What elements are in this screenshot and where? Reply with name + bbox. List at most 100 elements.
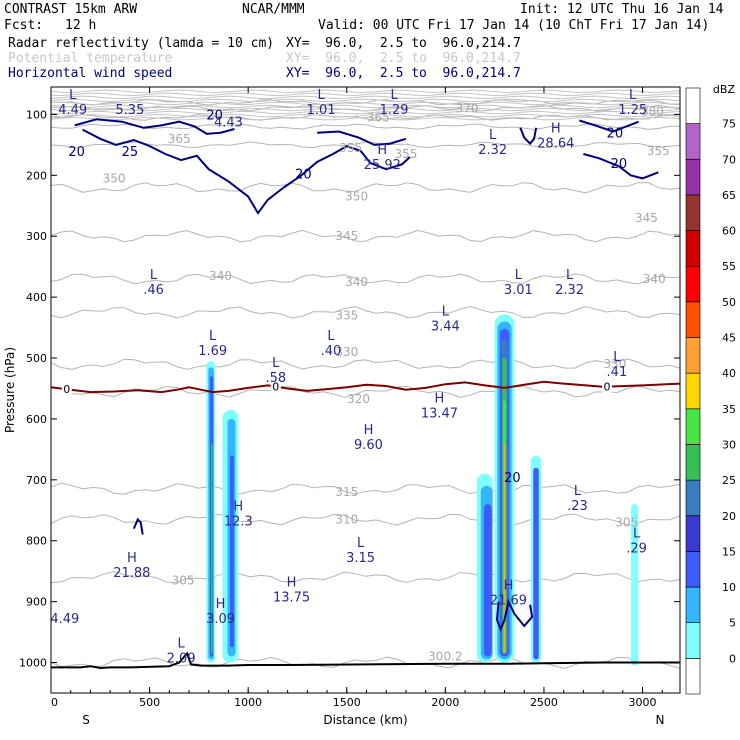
theta-label: 380: [641, 104, 664, 118]
colorbar-tick-label: 20: [722, 510, 736, 523]
extremum-value: .41: [607, 365, 628, 380]
extremum-type: L: [613, 350, 621, 365]
theta-label: 350: [103, 171, 126, 185]
x-tick-label: 500: [139, 696, 160, 709]
extremum-type: L: [178, 636, 186, 651]
theta-label: 320: [347, 392, 370, 406]
theta-contour-380: [50, 99, 681, 106]
colorbar-tick-label: 55: [722, 260, 736, 273]
extremum-type: L: [150, 268, 158, 283]
x-tick-label: 1000: [234, 696, 262, 709]
extremum-type: L: [390, 88, 398, 103]
wind-label: 25: [122, 145, 139, 160]
colorbar-bin: [685, 586, 701, 623]
theta-contour-320: [50, 385, 681, 398]
theta-upper-band: [50, 104, 681, 109]
extremum-type: L: [209, 329, 217, 344]
colorbar-bin: [685, 658, 701, 695]
extremum-value: .23: [567, 499, 588, 514]
theta-label: 305: [172, 573, 195, 587]
theta-contour-340: [50, 273, 681, 285]
extremum-type: H: [435, 392, 445, 407]
extremum-type: H: [216, 597, 226, 612]
extremum-value: .46: [143, 283, 164, 298]
extremum-type: L: [327, 329, 335, 344]
colorbar-bin: [685, 194, 701, 231]
extremum-value: 3.09: [206, 612, 235, 627]
wind-label: 20: [295, 167, 312, 182]
extremum-type: L: [272, 356, 280, 371]
wind-contour-20: [519, 127, 538, 146]
extremum-type: L: [318, 88, 326, 103]
extremum-value: 3.01: [504, 283, 533, 298]
y-tick-label: 200: [26, 169, 47, 182]
extremum-type: L: [69, 88, 77, 103]
extremum-type: H: [364, 423, 374, 438]
extremum-value: .40: [321, 344, 342, 359]
colorbar-bin: [685, 444, 701, 481]
extremum-value: 1.29: [380, 103, 409, 118]
extremum-type: H: [287, 575, 297, 590]
wind-contour-20: [74, 118, 235, 135]
field-theta-xy: XY= 96.0, 2.5 to 96.0,214.7: [286, 51, 521, 66]
theta-upper-band: [50, 107, 681, 112]
extremum-value: 1.69: [198, 344, 227, 359]
model-title: CONTRAST 15km ARW: [4, 2, 138, 17]
colorbar-tick-label: 70: [722, 153, 736, 166]
theta-label: 345: [335, 229, 358, 243]
freezing-level-label: 0: [272, 381, 279, 394]
colorbar-bin: [685, 622, 701, 659]
wind-contour-20: [317, 130, 407, 146]
colorbar-bin: [685, 230, 701, 267]
freezing-level: 0 0 0: [50, 380, 681, 396]
extremum-value: 1.01: [307, 103, 336, 118]
theta-upper-band: [50, 101, 681, 106]
colorbar-bin: [685, 337, 701, 374]
extremum-value: 13.47: [421, 407, 458, 422]
freezing-label-bg: [602, 380, 613, 393]
field-reflectivity-name: Radar reflectivity (lamda = 10 cm): [8, 36, 275, 51]
theta-contour-305: [50, 570, 681, 584]
init-time: Init: 12 UTC Thu 16 Jan 14: [520, 2, 724, 17]
y-tick-label: 300: [26, 230, 47, 243]
colorbar-bin: [685, 479, 701, 517]
colorbar-tick-label: 25: [722, 474, 736, 487]
colorbar-tick-label: 15: [722, 545, 736, 558]
y-tick-label: 700: [26, 474, 47, 487]
reflectivity-cell: [210, 443, 213, 654]
field-theta-name: Potential temperature: [8, 51, 173, 66]
reflectivity-cell: [230, 455, 234, 648]
extremum-value: 2.09: [167, 651, 196, 666]
freezing-label-bg: [270, 380, 281, 393]
extremum-type: L: [574, 484, 582, 499]
colorbar-tick-label: 60: [722, 225, 736, 238]
y-tick-label: 600: [26, 413, 47, 426]
wind-contour-20: [82, 128, 411, 215]
theta-label: 330: [335, 345, 358, 359]
reflectivity-cell: [503, 443, 506, 654]
terrain-profile: [51, 651, 680, 670]
theta-contour-360: [50, 123, 680, 130]
theta-upper-band: [50, 116, 681, 121]
extremum-type: H: [504, 579, 514, 594]
y-tick-label: 400: [26, 291, 47, 304]
theta-upper-band: [50, 113, 681, 118]
theta-label: 350: [345, 190, 368, 204]
freezing-level-label: 0: [604, 381, 611, 394]
theta-contour-345: [50, 229, 681, 243]
plot-labels: 365 370 380 365 355 355 355 350 350 345 345 340 340 3…: [50, 88, 669, 666]
colorbar-tick-label: 40: [722, 367, 736, 380]
theta-label: 340: [345, 275, 368, 289]
extremum-type: L: [489, 128, 497, 143]
theta-label: 300.2: [428, 649, 462, 663]
north-label: N: [656, 713, 665, 727]
terrain-line: [51, 651, 680, 670]
x-tick-label: 1500: [333, 696, 361, 709]
plot-axes: 0 500 1000 1500 2000 2500 30001002003004005006…: [3, 86, 681, 727]
theta-label: 345: [635, 211, 658, 225]
wind-speed-contours: [74, 118, 659, 632]
extremum-type: H: [233, 499, 243, 514]
theta-label: 370: [456, 101, 479, 115]
extremum-type: L: [442, 304, 450, 319]
